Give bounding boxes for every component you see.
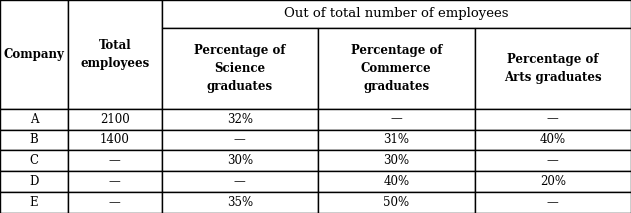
Text: 40%: 40% [383,175,410,188]
Bar [68,0,162,109]
Bar [0,0,68,109]
Bar [318,109,475,130]
Bar [68,150,162,171]
Bar [0,109,68,130]
Text: Total
employees: Total employees [80,39,150,70]
Text: 2100: 2100 [100,112,130,126]
Text: —: — [109,154,121,167]
Text: —: — [547,196,558,209]
Text: 30%: 30% [227,154,253,167]
Bar [475,192,631,213]
Text: 35%: 35% [227,196,253,209]
Bar [318,171,475,192]
Bar [318,28,475,109]
Text: 30%: 30% [383,154,410,167]
Bar [68,109,162,130]
Text: —: — [109,175,121,188]
Bar [0,150,68,171]
Text: Company: Company [4,48,64,61]
Bar [162,192,318,213]
Text: —: — [109,196,121,209]
Text: C: C [30,154,38,167]
Bar [68,130,162,150]
Text: E: E [30,196,38,209]
Text: Percentage of
Science
graduates: Percentage of Science graduates [194,44,286,93]
Text: —: — [234,175,245,188]
Text: Percentage of
Commerce
graduates: Percentage of Commerce graduates [350,44,442,93]
Bar [318,192,475,213]
Text: 20%: 20% [540,175,566,188]
Text: 32%: 32% [227,112,253,126]
Bar [68,192,162,213]
Bar [0,171,68,192]
Bar [68,171,162,192]
Text: B: B [30,133,38,147]
Text: A: A [30,112,38,126]
Bar [162,109,318,130]
Bar [475,150,631,171]
Text: —: — [547,112,558,126]
Bar [318,130,475,150]
Bar [162,130,318,150]
Bar [475,109,631,130]
Text: Percentage of
Arts graduates: Percentage of Arts graduates [504,53,601,84]
Bar [162,28,318,109]
Bar [475,28,631,109]
Text: 1400: 1400 [100,133,130,147]
Bar [162,0,631,28]
Bar [0,130,68,150]
Bar [475,130,631,150]
Text: —: — [547,154,558,167]
Text: —: — [391,112,402,126]
Text: 31%: 31% [383,133,410,147]
Text: 50%: 50% [383,196,410,209]
Text: D: D [30,175,38,188]
Bar [162,171,318,192]
Bar [0,192,68,213]
Bar [318,150,475,171]
Text: 40%: 40% [540,133,566,147]
Text: Out of total number of employees: Out of total number of employees [284,7,509,20]
Text: —: — [234,133,245,147]
Bar [162,150,318,171]
Bar [475,171,631,192]
